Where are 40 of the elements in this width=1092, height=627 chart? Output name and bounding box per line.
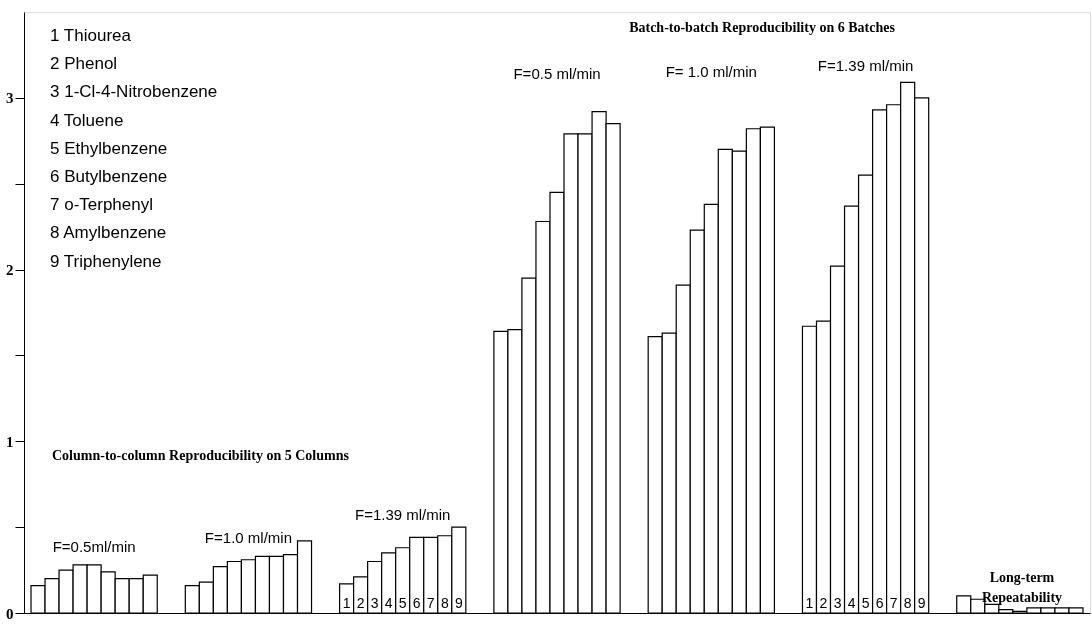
- annotation: 5: [861, 595, 870, 611]
- annotation: 5: [398, 595, 407, 611]
- annotation: 6: [875, 595, 884, 611]
- annotation: 3: [833, 595, 842, 611]
- annotation: 9: [454, 595, 463, 611]
- annotation: 7 o-Terphenyl: [50, 195, 154, 215]
- annotation: 2: [819, 595, 828, 611]
- annotation: 1: [342, 595, 351, 611]
- annotation: 2 Phenol: [50, 54, 118, 74]
- annotation: 9 Triphenylene: [50, 251, 162, 271]
- y-tick-label: 0: [6, 605, 14, 622]
- y-tick-label: 1: [6, 433, 14, 450]
- annotation: 8: [440, 595, 449, 611]
- annotation: 1: [805, 595, 814, 611]
- annotation: 9: [917, 595, 926, 611]
- annotation: F=0.5 ml/min: [513, 65, 601, 82]
- annotation: 6: [412, 595, 421, 611]
- annotation: F=1.39 ml/min: [354, 506, 451, 523]
- annotation: Long-term Repeatability: [981, 570, 1063, 605]
- annotation: 3 1-Cl-4-Nitrobenzene: [50, 82, 218, 102]
- annotation: F=1.39 ml/min: [817, 57, 914, 74]
- annotation: Column-to-column Reproducibility on 5 Columns: [52, 448, 350, 463]
- annotation: 7: [889, 595, 898, 611]
- annotation: F=1.0 ml/min: [204, 529, 292, 546]
- annotation: 5 Ethylbenzene: [50, 138, 168, 158]
- annotation: 1 Thiourea: [50, 26, 132, 45]
- annotation: 4 Toluene: [50, 110, 124, 130]
- annotation: 2: [356, 595, 365, 611]
- annotation: 8 Amylbenzene: [50, 223, 167, 243]
- annotation: 6 Butylbenzene: [50, 167, 168, 186]
- annotation: F= 1.0 ml/min: [665, 63, 757, 80]
- annotation: 4: [847, 595, 856, 611]
- y-tick-label: 2: [6, 262, 14, 279]
- annotation: 4: [384, 595, 393, 611]
- annotation: 7: [426, 595, 435, 611]
- annotation: 8: [903, 595, 912, 611]
- y-tick-label: 3: [6, 90, 14, 107]
- annotation: 3: [370, 595, 379, 611]
- annotation: F=0.5ml/min: [52, 538, 136, 555]
- annotation: Batch-to-batch Reproducibility on 6 Batches: [629, 20, 896, 35]
